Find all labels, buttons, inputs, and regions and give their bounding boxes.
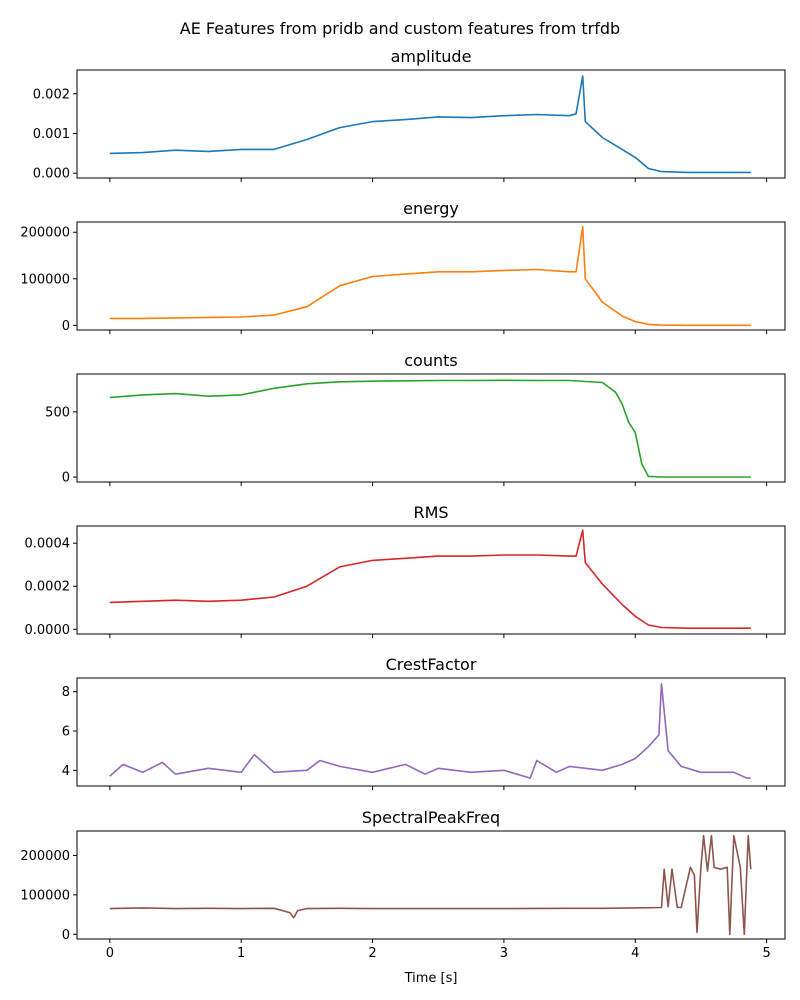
subplot-spectralpeakfreq: SpectralPeakFreq 0 100000 200000 0 1 2 3 4 5 — [20, 808, 786, 961]
axes-frame — [76, 221, 786, 331]
series-line — [109, 529, 751, 629]
series-line — [109, 75, 751, 174]
subplot-title: energy — [403, 199, 459, 218]
subplot-title: amplitude — [391, 47, 472, 66]
subplot-amplitude: amplitude 0.000 0.001 0.002 — [33, 47, 786, 182]
axes-frame — [76, 525, 786, 635]
y-tick-label: 100000 — [20, 888, 70, 903]
subplots: amplitude0.0000.0010.002energy0100000200… — [20, 47, 786, 961]
x-tick-label: 2 — [368, 946, 376, 961]
x-tick-label: 3 — [500, 946, 508, 961]
axes-frame — [76, 69, 786, 179]
y-tick-label: 200000 — [20, 226, 70, 241]
subplot-energy: energy 0 100000 200000 — [20, 199, 786, 334]
y-tick-label: 4 — [62, 764, 70, 779]
y-tick-label: 0 — [62, 928, 70, 943]
series-line — [109, 225, 751, 327]
axes-frame — [76, 373, 786, 483]
y-tick-label: 8 — [62, 685, 70, 700]
subplot-title: counts — [404, 351, 457, 370]
y-tick-label: 0 — [62, 319, 70, 334]
x-tick-label: 5 — [762, 946, 770, 961]
y-tick-label: 0.002 — [33, 87, 70, 102]
y-tick-label: 0.0004 — [25, 537, 71, 552]
subplot-title: RMS — [413, 503, 448, 522]
x-tick-label: 4 — [631, 946, 639, 961]
series-line — [109, 379, 751, 478]
subplot-title: SpectralPeakFreq — [362, 808, 500, 827]
axes-frame — [76, 830, 786, 940]
y-tick-label: 0.000 — [33, 167, 70, 182]
x-tick-label: 1 — [237, 946, 245, 961]
subplot-counts: counts 0 500 — [45, 351, 786, 486]
y-tick-label: 0.0002 — [25, 580, 71, 595]
subplot-title: CrestFactor — [386, 655, 477, 674]
x-axis-label: Time [s] — [404, 971, 458, 986]
y-tick-label: 100000 — [20, 272, 70, 287]
series-line — [109, 834, 752, 936]
y-tick-label: 0.001 — [33, 127, 70, 142]
y-tick-label: 200000 — [20, 849, 70, 864]
series-line — [109, 683, 751, 779]
x-tick-label: 0 — [106, 946, 114, 961]
y-tick-label: 0.0000 — [25, 623, 71, 638]
y-tick-label: 0 — [62, 471, 70, 486]
y-tick-label: 500 — [45, 405, 70, 420]
subplot-rms: RMS 0.0000 0.0002 0.0004 — [25, 503, 786, 638]
y-tick-label: 6 — [62, 725, 70, 740]
axes-frame — [76, 677, 786, 787]
figure-title: AE Features from pridb and custom featur… — [180, 19, 620, 38]
subplot-crestfactor: CrestFactor 4 6 8 — [62, 655, 786, 790]
